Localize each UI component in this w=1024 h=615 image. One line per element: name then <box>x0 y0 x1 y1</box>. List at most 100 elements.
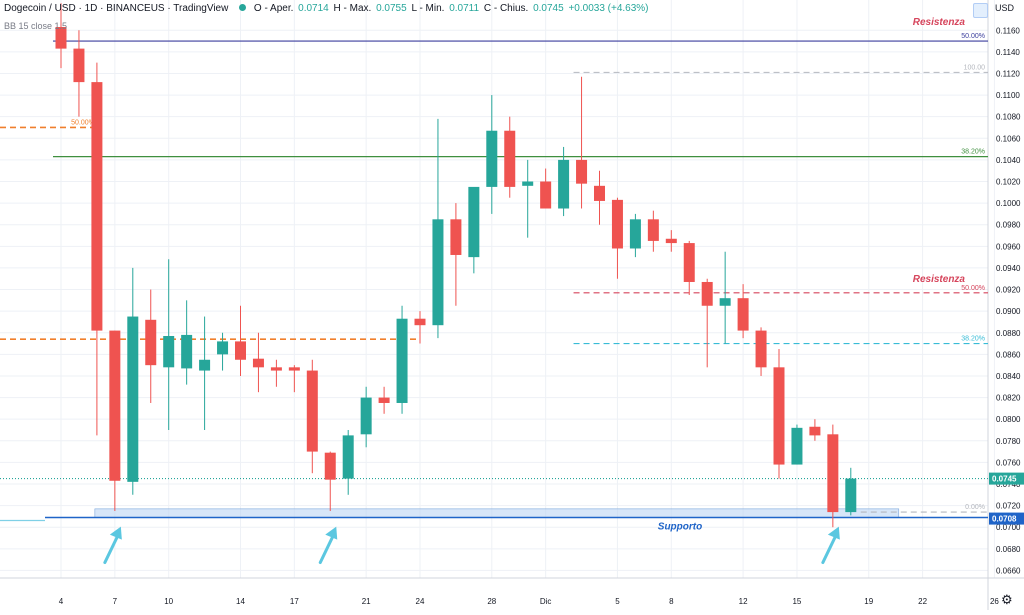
y-tick-label: 0.0980 <box>996 221 1021 230</box>
candle-body <box>755 330 767 368</box>
y-tick-label: 0.1120 <box>996 69 1020 78</box>
open-value: 0.0714 <box>298 3 329 14</box>
y-tick-label: 0.0880 <box>996 329 1021 338</box>
symbol-label[interactable]: Dogecoin / USD · 1D · BINANCEUS · Tradin… <box>4 3 229 14</box>
candle-body <box>791 427 803 465</box>
y-tick-label: 0.0920 <box>996 286 1021 295</box>
gear-icon[interactable]: ⚙ <box>1001 592 1013 607</box>
candle <box>737 284 749 339</box>
candle-body <box>432 219 444 326</box>
chart-settings-button[interactable] <box>973 3 988 18</box>
x-tick-label: 26 <box>990 597 999 606</box>
candle-body <box>647 219 659 241</box>
candle <box>504 116 516 198</box>
y-tick-label: 0.0720 <box>996 502 1021 511</box>
candle-body <box>737 298 749 331</box>
y-tick-label: 0.1140 <box>996 48 1020 57</box>
y-tick-label: 0.0780 <box>996 437 1021 446</box>
candle-body <box>845 478 857 513</box>
candle <box>755 327 767 376</box>
price-tag <box>989 512 1024 525</box>
candle <box>217 332 229 371</box>
low-value: 0.0711 <box>449 3 480 14</box>
candle <box>665 230 677 252</box>
candle-body <box>127 316 139 482</box>
currency-label[interactable]: USD <box>994 3 1014 13</box>
x-tick-label: 19 <box>864 597 873 606</box>
x-tick-label: 8 <box>669 597 674 606</box>
high-label: H - Max. <box>333 3 372 14</box>
candle <box>109 330 121 512</box>
candle-body <box>217 341 229 355</box>
candle <box>827 424 839 528</box>
x-tick-label: 22 <box>918 597 927 606</box>
candle <box>432 118 444 339</box>
open-label: O - Aper. <box>253 3 294 14</box>
candle-body <box>594 185 605 201</box>
y-tick-label: 0.1060 <box>996 134 1021 143</box>
candle <box>306 359 318 474</box>
arrow-head <box>325 526 338 540</box>
y-tick-label: 0.0820 <box>996 394 1021 403</box>
candle <box>558 146 570 217</box>
candle-body <box>629 219 641 249</box>
arrow-up-icon <box>821 526 840 565</box>
support-zone <box>94 508 900 518</box>
candle-body <box>701 281 713 306</box>
candle-body <box>540 181 552 209</box>
arrow-head <box>827 526 840 540</box>
x-tick-label: 12 <box>739 597 748 606</box>
candle-body <box>719 298 731 306</box>
y-tick-label: 0.0860 <box>996 350 1021 359</box>
arrow-head <box>109 526 122 540</box>
y-tick-label: 0.0840 <box>996 372 1021 381</box>
candle <box>719 251 731 344</box>
candle <box>378 386 390 414</box>
candle-body <box>665 238 677 244</box>
arrow-shaft <box>318 534 335 565</box>
candle-body <box>306 370 318 452</box>
candle <box>252 332 264 393</box>
candle <box>342 429 354 495</box>
level-label: 100.00 <box>964 64 986 71</box>
candle <box>396 305 408 414</box>
indicator-label[interactable]: BB 15 close 1.5 <box>4 21 68 31</box>
x-tick-label: 14 <box>236 597 245 606</box>
candle <box>468 186 480 274</box>
candle <box>235 305 246 376</box>
y-tick-label: 0.1100 <box>996 91 1020 100</box>
candle-body <box>109 330 121 481</box>
candle-body <box>324 452 336 480</box>
candle-body <box>396 318 408 403</box>
y-tick-label: 0.0760 <box>996 458 1021 467</box>
candle <box>73 30 85 117</box>
candle-body <box>378 397 390 403</box>
arrow-shaft <box>103 534 120 565</box>
y-tick-label: 0.1160 <box>996 26 1020 35</box>
candle <box>809 419 821 441</box>
candle <box>576 76 588 209</box>
candle-body <box>145 319 157 366</box>
candle-body <box>414 318 426 326</box>
y-tick-label: 0.0900 <box>996 307 1021 316</box>
level-label: 50.00% <box>71 119 95 126</box>
candle <box>324 451 336 512</box>
candle-body <box>252 358 264 368</box>
candle-body <box>181 334 193 369</box>
candle-body <box>73 48 85 83</box>
x-tick-label: 7 <box>113 597 118 606</box>
candle-body <box>558 159 570 209</box>
arrow-up-icon <box>103 526 122 565</box>
candle <box>181 300 193 385</box>
y-tick-label: 0.0940 <box>996 264 1021 273</box>
status-dot-icon <box>239 4 247 11</box>
candle <box>773 348 785 479</box>
candle-body <box>199 359 211 371</box>
candle-body <box>360 397 372 435</box>
candle <box>647 210 659 252</box>
x-tick-label: 28 <box>487 597 496 606</box>
close-value: 0.0745 <box>533 3 564 14</box>
x-tick-label: 4 <box>59 597 64 606</box>
